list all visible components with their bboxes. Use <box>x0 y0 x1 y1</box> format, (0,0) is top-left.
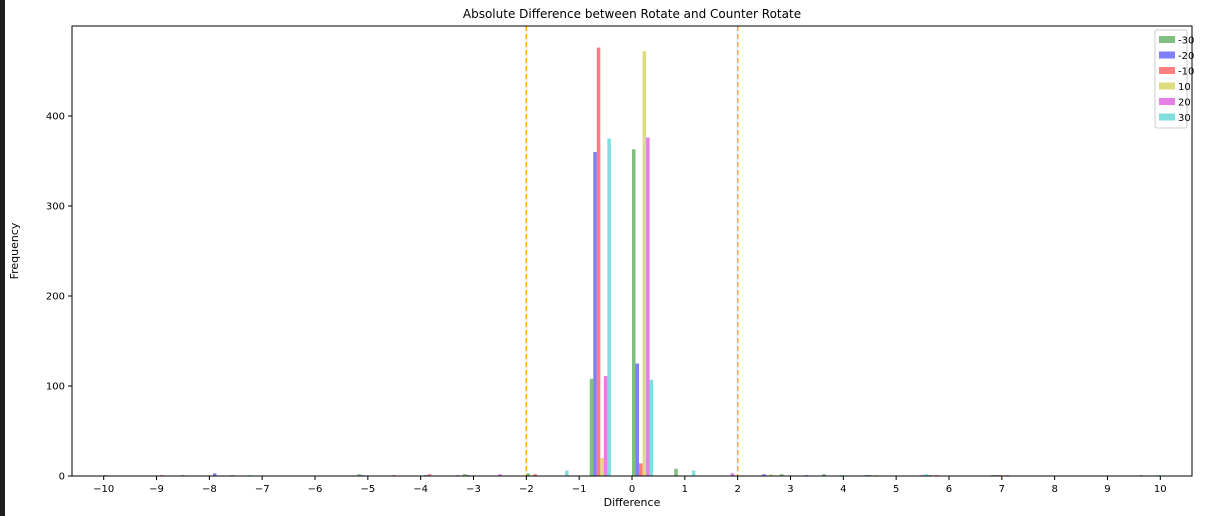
legend-label: -20 <box>1178 51 1194 62</box>
bar <box>691 470 696 476</box>
series--30 <box>103 149 1143 477</box>
bar <box>212 473 217 476</box>
x-tick-label: −6 <box>308 484 323 495</box>
x-tick-label: 9 <box>1104 484 1110 495</box>
x-tick-label: −3 <box>466 484 481 495</box>
bar <box>596 47 601 476</box>
bar <box>607 138 611 476</box>
x-tick-label: 6 <box>946 484 952 495</box>
y-axis-label: Frequency <box>8 222 21 279</box>
x-tick-label: −9 <box>149 484 164 495</box>
bar <box>674 468 678 476</box>
bar <box>642 51 647 476</box>
bar <box>769 474 773 476</box>
legend-swatch <box>1159 51 1175 59</box>
window-edge <box>0 0 5 516</box>
legend-label: 30 <box>1178 113 1191 124</box>
x-axis-label: Difference <box>604 496 661 509</box>
legend-label: -10 <box>1178 67 1194 78</box>
legend-label: 10 <box>1178 82 1191 93</box>
bar <box>779 474 784 476</box>
x-tick-label: −5 <box>360 484 375 495</box>
bar <box>632 149 636 477</box>
bar <box>533 474 537 476</box>
x-tick-label: −7 <box>255 484 270 495</box>
y-axis: 0 100 200 300 400 <box>46 112 72 483</box>
legend-swatch <box>1159 98 1175 105</box>
bar <box>589 378 594 476</box>
bar <box>462 474 467 476</box>
x-tick-label: 5 <box>893 484 899 495</box>
bar <box>357 474 361 476</box>
bar <box>730 473 735 476</box>
x-tick-label: −8 <box>202 484 217 495</box>
x-axis: −10 −9 −8 −7 −6 −5 −4 −3 −2 −1 0 1 2 3 4 5 6 7 8 9 10 <box>93 476 1167 495</box>
x-tick-label: 3 <box>787 484 793 495</box>
y-tick-label: 300 <box>46 202 65 213</box>
chart-title: Absolute Difference between Rotate and C… <box>463 7 801 21</box>
legend-label: -30 <box>1178 36 1194 47</box>
bar <box>593 152 597 476</box>
y-tick-label: 0 <box>59 472 65 483</box>
legend: -30 -20 -10 10 20 30 <box>1154 29 1194 129</box>
bar <box>822 474 826 476</box>
legend-swatch <box>1159 82 1175 90</box>
series--10 <box>427 47 1002 476</box>
series-10 <box>600 51 879 476</box>
bar <box>635 363 640 476</box>
bar <box>603 376 608 476</box>
bar <box>600 458 604 476</box>
y-tick-label: 100 <box>46 382 65 393</box>
x-tick-label: 7 <box>999 484 1005 495</box>
x-tick-label: 0 <box>629 484 635 495</box>
x-tick-label: 8 <box>1051 484 1057 495</box>
x-tick-label: 1 <box>682 484 688 495</box>
x-tick-label: −4 <box>413 484 428 495</box>
legend-swatch <box>1159 113 1175 121</box>
bar <box>526 473 530 476</box>
x-tick-label: 2 <box>734 484 740 495</box>
series-20 <box>160 137 1009 476</box>
y-tick-label: 200 <box>46 292 65 303</box>
legend-swatch <box>1159 67 1175 74</box>
bar <box>762 474 766 476</box>
series-30 <box>248 138 1161 476</box>
x-tick-label: 4 <box>840 484 846 495</box>
bar <box>924 474 928 476</box>
bar <box>498 474 502 476</box>
bar <box>639 463 643 476</box>
bar <box>565 470 569 476</box>
bar <box>427 474 432 476</box>
legend-label: 20 <box>1178 98 1191 109</box>
plot-area <box>103 26 1161 477</box>
bar <box>646 137 650 476</box>
x-tick-label: −10 <box>93 484 114 495</box>
legend-swatch <box>1159 36 1175 43</box>
bar <box>649 379 654 476</box>
x-tick-label: −1 <box>572 484 587 495</box>
x-tick-label: 10 <box>1154 484 1167 495</box>
y-tick-label: 400 <box>46 112 65 123</box>
x-tick-label: −2 <box>519 484 534 495</box>
